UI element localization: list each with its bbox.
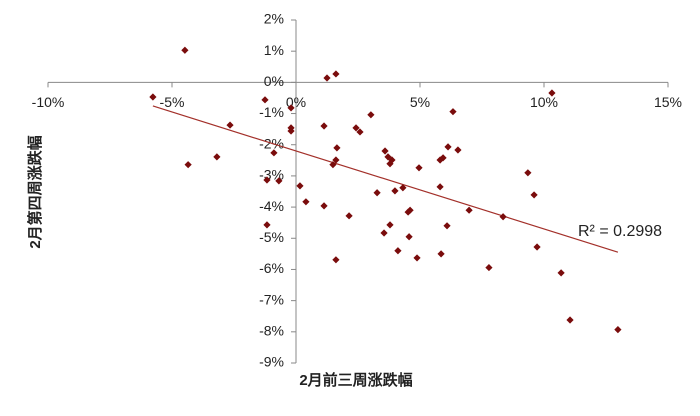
- point: [394, 247, 402, 255]
- point: [406, 206, 414, 214]
- point: [465, 206, 473, 214]
- point: [332, 70, 340, 78]
- point: [213, 153, 221, 161]
- point: [437, 250, 445, 258]
- point: [149, 93, 157, 101]
- x-tick-label: 5%: [410, 94, 430, 110]
- point: [524, 169, 532, 177]
- y-tick-label: 1%: [264, 42, 284, 58]
- point: [380, 229, 388, 237]
- point: [356, 128, 364, 136]
- trendline: [152, 105, 619, 253]
- point: [320, 202, 328, 210]
- point: [413, 254, 421, 262]
- point: [386, 221, 394, 229]
- y-tick-label: -7%: [259, 291, 284, 307]
- y-tick-label: 0%: [264, 73, 284, 89]
- point: [352, 124, 360, 132]
- point: [263, 176, 271, 184]
- point: [367, 111, 375, 119]
- point: [332, 256, 340, 264]
- point: [323, 74, 331, 82]
- point: [530, 191, 538, 199]
- point: [373, 189, 381, 197]
- y-tick-label: -8%: [259, 323, 284, 339]
- point: [287, 104, 295, 112]
- point: [391, 187, 399, 195]
- point: [439, 154, 447, 162]
- point: [333, 144, 341, 152]
- x-tick-label: 10%: [530, 94, 558, 110]
- point: [436, 183, 444, 191]
- point: [454, 146, 462, 154]
- x-tick-label: -5%: [160, 94, 185, 110]
- point: [533, 243, 541, 251]
- point: [614, 326, 622, 334]
- point: [388, 156, 396, 164]
- point: [287, 127, 295, 135]
- y-tick-label: -1%: [259, 104, 284, 120]
- point: [548, 89, 556, 97]
- point: [270, 149, 278, 157]
- x-tick-label: -10%: [32, 94, 65, 110]
- point: [449, 108, 457, 116]
- y-tick-label: -5%: [259, 229, 284, 245]
- y-axis-title: 2月第四周涨跌幅: [26, 135, 44, 248]
- point: [444, 143, 452, 151]
- point: [332, 156, 340, 164]
- point: [566, 316, 574, 324]
- y-tick-label: 2%: [264, 11, 284, 27]
- point: [329, 161, 337, 169]
- point: [261, 96, 269, 104]
- point: [320, 122, 328, 130]
- point: [184, 161, 192, 169]
- point: [557, 269, 565, 277]
- point: [399, 184, 407, 192]
- x-axis-title: 2月前三周涨跌幅: [299, 371, 412, 389]
- y-tick-label: -6%: [259, 260, 284, 276]
- y-tick-label: -9%: [259, 354, 284, 370]
- point: [302, 198, 310, 206]
- x-tick-label: 15%: [654, 94, 682, 110]
- point: [226, 121, 234, 129]
- point: [263, 221, 271, 229]
- point: [499, 213, 507, 221]
- point: [485, 263, 493, 272]
- point: [275, 177, 283, 185]
- point: [381, 147, 389, 155]
- point: [443, 222, 451, 230]
- r-squared-label: R² = 0.2998: [578, 223, 662, 240]
- point: [345, 212, 353, 220]
- point: [181, 46, 189, 54]
- point: [415, 164, 423, 172]
- point: [405, 233, 413, 241]
- point: [296, 182, 304, 190]
- y-tick-label: -4%: [259, 198, 284, 214]
